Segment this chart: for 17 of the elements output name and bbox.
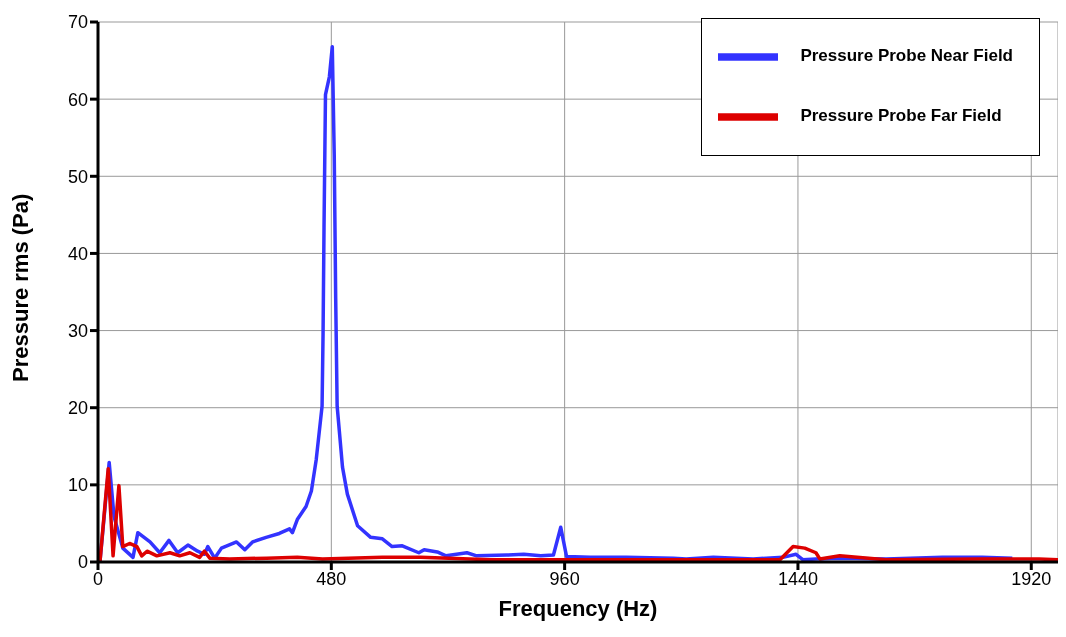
x-tick-label: 480 <box>316 568 347 589</box>
x-tick-label: 0 <box>92 568 104 589</box>
x-tick-label: 1440 <box>777 568 818 589</box>
y-tick-label: 0 <box>77 552 88 573</box>
y-axis-title: Pressure rms (Pa) <box>7 193 33 382</box>
legend-label: Pressure Probe Far Field <box>800 105 1002 125</box>
y-tick-label: 50 <box>67 166 88 187</box>
y-tick-label: 70 <box>67 12 88 33</box>
y-tick-label: 60 <box>67 89 88 110</box>
x-tick-label: 1920 <box>1011 568 1052 589</box>
y-tick-label: 30 <box>67 320 88 341</box>
y-tick-label: 40 <box>67 243 88 264</box>
legend-label: Pressure Probe Near Field <box>800 45 1013 65</box>
x-axis-title: Frequency (Hz) <box>498 596 658 621</box>
y-tick-label: 10 <box>67 475 88 496</box>
x-tick-label: 960 <box>549 568 580 589</box>
y-tick-label: 20 <box>67 398 88 419</box>
